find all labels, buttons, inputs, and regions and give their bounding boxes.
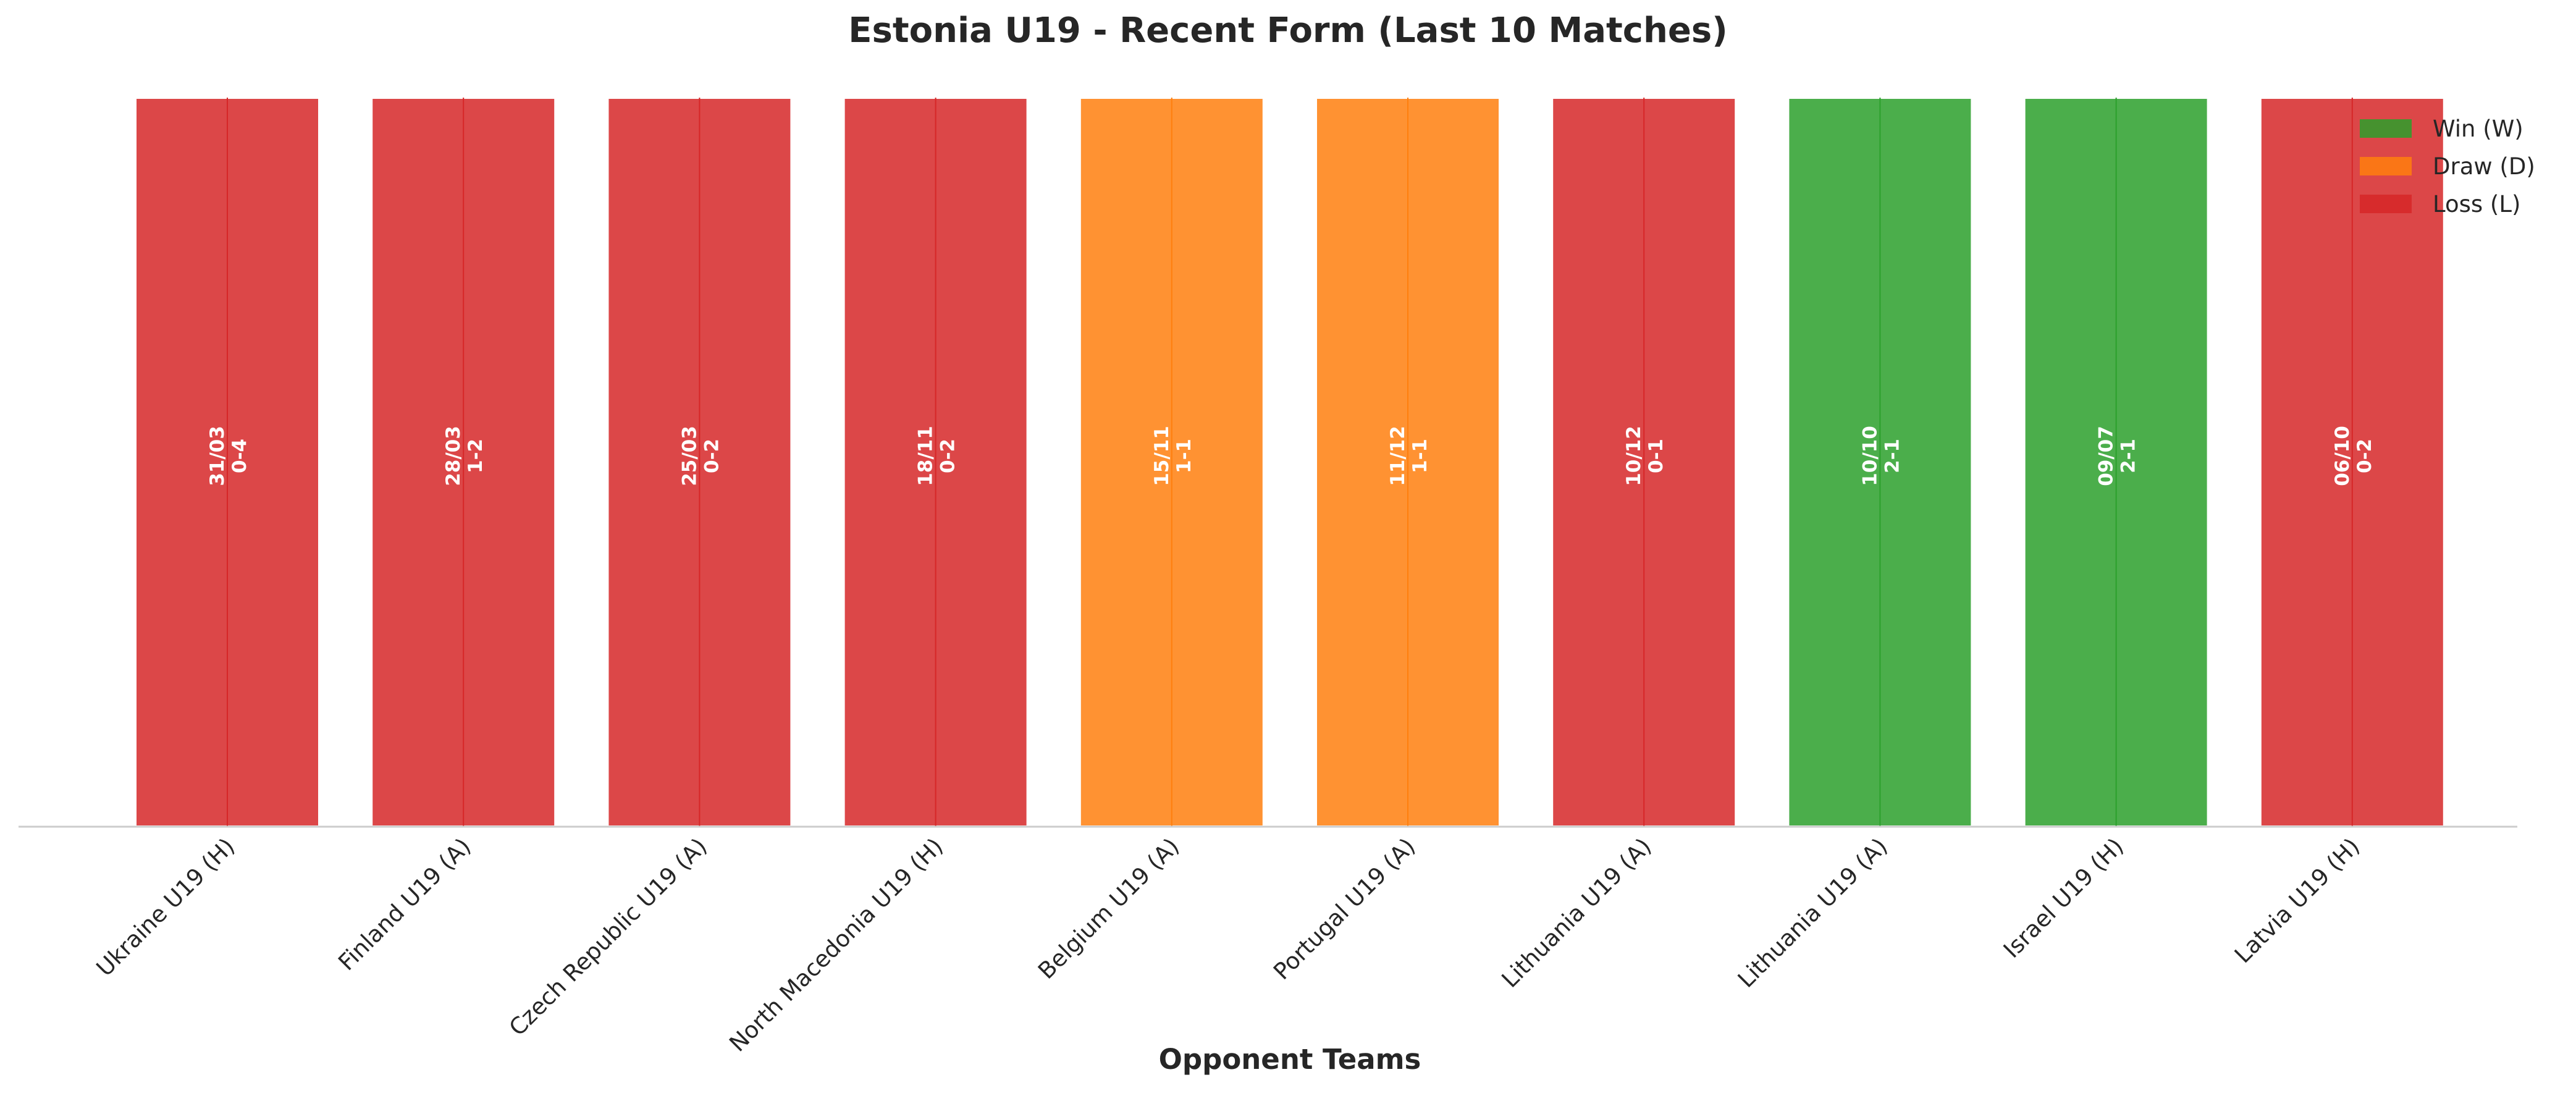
x-tick-label-6: Portugal U19 (A) [1268,833,1420,985]
x-tick-label-5: Belgium U19 (A) [1033,833,1184,984]
bar-date: 11/12 [1387,426,1409,486]
legend-swatch-w [2360,119,2412,138]
bar-score: 0-1 [1645,439,1667,473]
x-tick-label-1: Ukraine U19 (H) [91,833,240,982]
bar-label-6: 11/121-1 [1387,426,1431,486]
bar-label-1: 31/030-4 [206,426,251,486]
x-tick-labels: Ukraine U19 (H) Finland U19 (A) Czech Repu… [91,833,2365,1057]
bar-score: 1-2 [465,439,487,473]
bar-score: 0-2 [2354,439,2376,473]
bar-score: 0-2 [937,439,959,473]
bar-date: 10/10 [1859,426,1881,486]
bar-date: 15/11 [1151,426,1173,486]
bar-score: 0-4 [229,439,251,473]
bar-score: 2-1 [1881,439,1903,473]
bar-score: 0-2 [701,439,723,473]
bar-label-8: 10/102-1 [1859,426,1903,486]
legend-label-w: Win (W) [2433,116,2523,142]
x-tick-label-7: Lithuania U19 (A) [1497,833,1657,993]
bar-label-2: 28/031-2 [442,426,487,486]
chart-title: Estonia U19 - Recent Form (Last 10 Match… [848,11,1728,51]
bar-date: 31/03 [206,426,229,486]
bar-date: 06/10 [2331,426,2354,486]
legend-label-d: Draw (D) [2433,153,2535,180]
legend-label-l: Loss (L) [2433,191,2520,217]
legend-swatch-l [2360,195,2412,213]
bar-date: 09/07 [2095,426,2118,486]
x-tick-label-9: Israel U19 (H) [1998,833,2129,963]
bars-group: 31/030-4 28/031-2 25/030-2 18/110-2 15/111-1… [134,96,2446,828]
x-tick-label-3: Czech Republic U19 (A) [504,833,712,1041]
bar-date: 10/12 [1623,426,1645,486]
bar-label-4: 18/110-2 [915,426,959,486]
x-tick-label-4: North Macedonia U19 (H) [724,833,948,1057]
x-axis-label: Opponent Teams [1159,1043,1421,1076]
bar-label-7: 10/120-1 [1623,426,1667,486]
bar-score: 2-1 [2118,439,2140,473]
bar-date: 25/03 [678,426,701,486]
x-tick-label-8: Lithuania U19 (A) [1733,833,1893,993]
bar-date: 18/11 [915,426,937,486]
bar-score: 1-1 [1173,439,1195,473]
bar-date: 28/03 [442,426,465,486]
x-tick-label-10: Latvia U19 (H) [2229,833,2365,968]
x-tick-label-2: Finland U19 (A) [333,833,476,976]
bar-label-10: 06/100-2 [2331,426,2376,486]
bar-score: 1-1 [1409,439,1431,473]
bar-label-3: 25/030-2 [678,426,723,486]
legend: Win (W) Draw (D) Loss (L) [2360,116,2535,217]
bar-label-5: 15/111-1 [1151,426,1195,486]
legend-swatch-d [2360,157,2412,175]
bar-label-9: 09/072-1 [2095,426,2140,486]
